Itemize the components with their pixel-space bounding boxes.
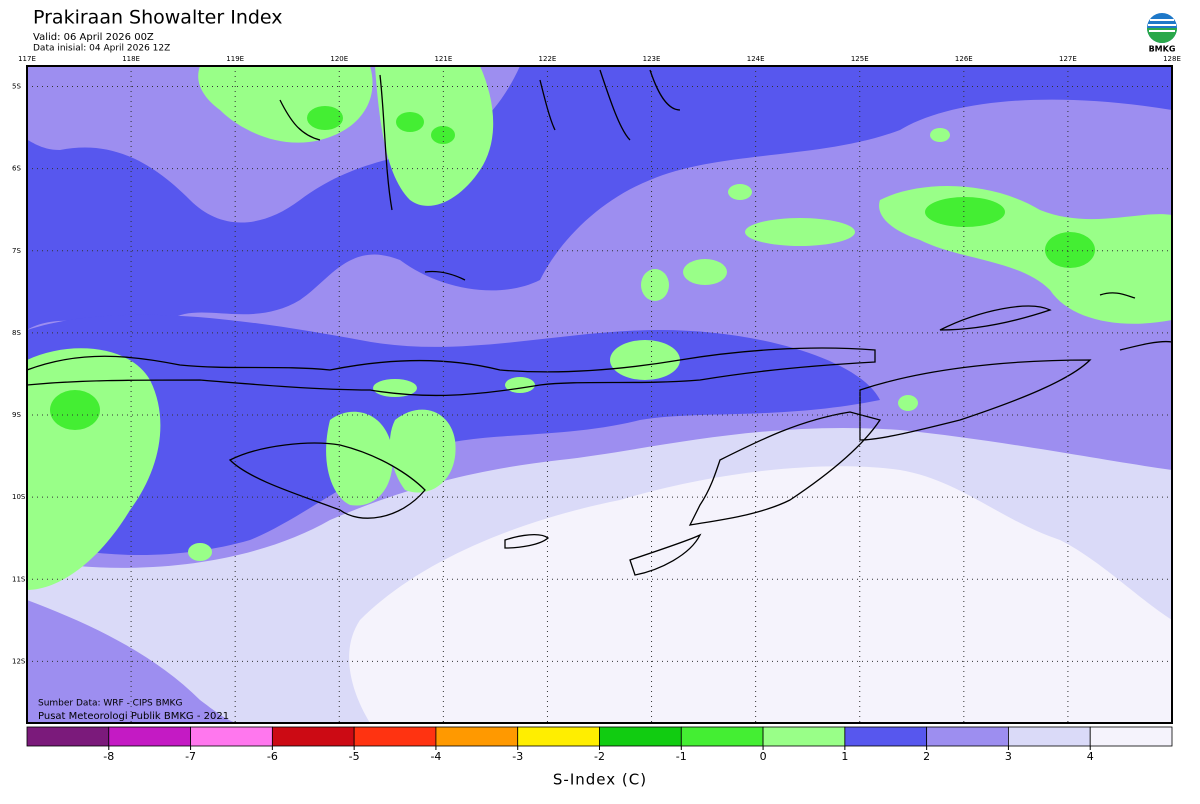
lon-label: 123E: [643, 55, 661, 63]
lon-label: 117E: [18, 55, 36, 63]
colorbar-label: S-Index (C): [553, 771, 647, 789]
lat-label: 5S: [12, 83, 21, 91]
colorbar-segment: [517, 726, 600, 747]
coastlines: [27, 69, 1172, 576]
lon-label: 118E: [122, 55, 140, 63]
lon-label: 128E: [1163, 55, 1181, 63]
lon-label: 127E: [1059, 55, 1077, 63]
title: Prakiraan Showalter Index: [33, 7, 283, 29]
lat-label: 9S: [12, 411, 21, 419]
credit-note: Pusat Meteorologi Publik BMKG - 2021: [38, 711, 229, 722]
colorbar-segment: [599, 726, 682, 747]
colorbar-segment: [435, 726, 519, 747]
colorbar-segment: [1089, 726, 1173, 747]
colorbar-tick-label: -1: [676, 750, 687, 763]
logo-text: BMKG: [1149, 45, 1176, 54]
colorbar-segment: [1008, 726, 1091, 747]
colorbar-segment: [926, 726, 1009, 747]
colorbar-segment: [353, 726, 437, 747]
colorbar-tick-label: 0: [760, 750, 767, 763]
lon-label: 120E: [330, 55, 348, 63]
colorbar-segment: [190, 726, 273, 747]
colorbar-segment: [271, 726, 355, 747]
colorbar-tick-label: -6: [267, 750, 278, 763]
lon-label: 124E: [747, 55, 765, 63]
logo: BMKG: [1147, 13, 1177, 54]
colorbar-tick-label: -4: [430, 750, 441, 763]
lon-label: 125E: [851, 55, 869, 63]
lat-label: 7S: [12, 247, 21, 255]
colorbar-tick-label: -5: [349, 750, 360, 763]
colorbar-segment: [680, 726, 764, 747]
lat-label: 12S: [12, 657, 26, 665]
colorbar-tick-label: 4: [1087, 750, 1094, 763]
colorbar-segment: [108, 726, 191, 747]
colorbar-segment: [26, 726, 110, 747]
lon-label: 119E: [226, 55, 244, 63]
source-note: Sumber Data: WRF - CIPS BMKG: [38, 699, 182, 709]
grid: [26, 66, 1173, 723]
colorbar-segment: [844, 726, 928, 747]
initial-time: Data inisial: 04 April 2026 12Z: [33, 44, 170, 54]
lat-label: 8S: [12, 329, 21, 337]
colorbar-tick-label: 1: [841, 750, 848, 763]
colorbar: -8 -7 -6 -5 -4 -3 -2 -1 0 1 2 3 4: [26, 726, 1173, 763]
colorbar-tick-label: -7: [185, 750, 196, 763]
valid-time: Valid: 06 April 2026 00Z: [33, 32, 154, 43]
colorbar-tick-label: -2: [594, 750, 605, 763]
colorbar-segment: [762, 726, 846, 747]
lat-label: 11S: [12, 575, 26, 583]
lat-label: 10S: [12, 493, 26, 501]
lon-label: 122E: [539, 55, 557, 63]
colorbar-tick-label: 3: [1005, 750, 1012, 763]
map-field: [27, 66, 1172, 723]
lat-label: 6S: [12, 165, 21, 173]
colorbar-tick-label: -3: [512, 750, 523, 763]
lon-label: 126E: [955, 55, 973, 63]
map-frame: [26, 65, 1173, 724]
lon-label: 121E: [434, 55, 452, 63]
colorbar-tick-label: 2: [923, 750, 930, 763]
colorbar-tick-label: -8: [103, 750, 114, 763]
